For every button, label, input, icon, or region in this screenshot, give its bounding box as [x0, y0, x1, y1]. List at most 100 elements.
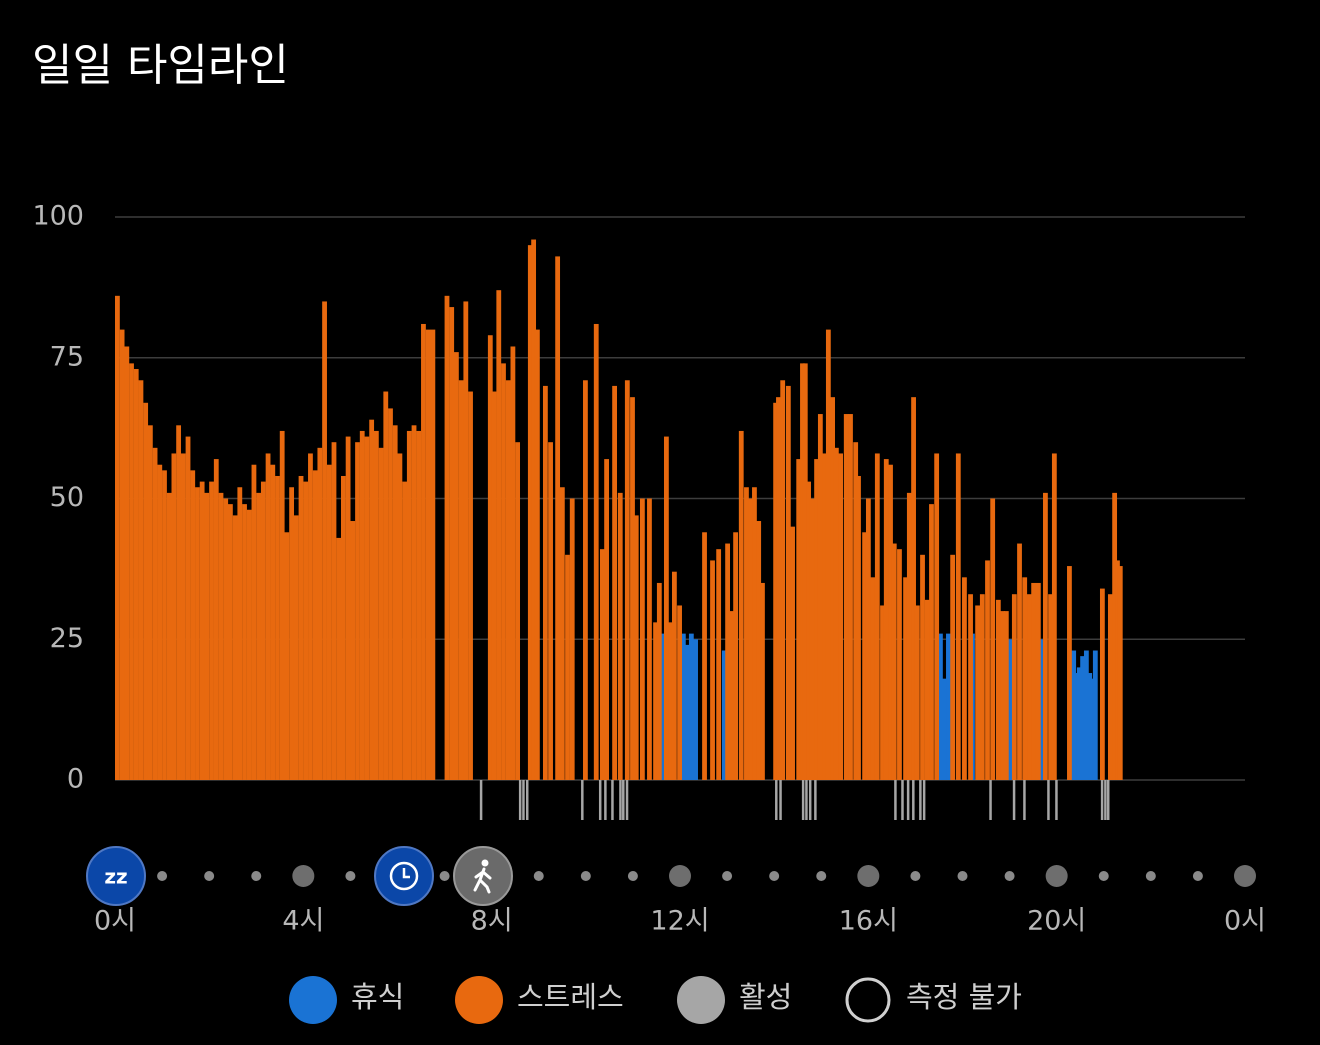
- activity-mark: [779, 780, 782, 820]
- bar: [162, 470, 167, 780]
- bar: [790, 526, 795, 780]
- activity-mark: [912, 780, 915, 820]
- bar: [838, 453, 843, 780]
- activity-mark: [525, 780, 529, 820]
- bar: [1011, 594, 1017, 780]
- activity-mark: [919, 780, 922, 820]
- bar: [190, 470, 196, 780]
- bar: [199, 481, 205, 780]
- bar: [688, 633, 694, 780]
- bar: [1017, 543, 1022, 780]
- bar: [716, 549, 722, 780]
- bar: [317, 447, 323, 780]
- activity-mark: [814, 780, 817, 820]
- activity-mark: [1106, 780, 1110, 820]
- activity-mark: [1023, 780, 1026, 820]
- bar: [862, 532, 868, 780]
- bar: [897, 549, 902, 780]
- x-tick-label: 20시: [1027, 906, 1086, 937]
- legend-label: 측정 불가: [906, 980, 1022, 1014]
- bar: [995, 599, 1001, 780]
- bar: [350, 521, 356, 780]
- bar: [647, 498, 652, 780]
- timeline-dot: [580, 871, 591, 881]
- timeline-dot: [722, 871, 733, 881]
- bar: [515, 442, 521, 780]
- activity-mark: [808, 780, 812, 820]
- bar: [1000, 611, 1005, 780]
- activity-mark: [805, 780, 808, 820]
- bar: [1087, 673, 1093, 780]
- bar: [825, 329, 831, 780]
- legend-swatch: [845, 977, 891, 1023]
- bar: [888, 464, 893, 780]
- bar: [1008, 639, 1013, 780]
- bar: [934, 453, 940, 780]
- timeline-dot: [769, 871, 780, 881]
- bar: [119, 329, 125, 780]
- bar: [874, 453, 880, 780]
- bar: [1092, 650, 1098, 780]
- bar: [880, 605, 885, 780]
- bar: [891, 543, 897, 780]
- bar: [914, 605, 920, 780]
- bar: [865, 498, 871, 780]
- bar: [728, 611, 734, 780]
- bar: [147, 425, 153, 780]
- bar: [979, 594, 985, 780]
- bar: [548, 442, 553, 780]
- bar: [152, 447, 158, 780]
- bar: [491, 391, 497, 780]
- timeline-icons: zz: [86, 846, 513, 906]
- bar: [1031, 582, 1037, 780]
- bar: [555, 256, 561, 780]
- bar: [677, 605, 682, 780]
- bar: [680, 633, 686, 780]
- bar: [830, 397, 835, 780]
- bar: [785, 385, 791, 780]
- bar: [1048, 594, 1053, 780]
- bar: [242, 504, 247, 780]
- bar: [355, 442, 360, 780]
- timeline-dot: [157, 871, 168, 881]
- bar: [246, 509, 252, 780]
- y-tick-label: 100: [32, 201, 84, 232]
- activity-mark: [901, 780, 904, 820]
- activity-mark: [775, 780, 778, 820]
- bar: [133, 369, 139, 780]
- bar: [942, 678, 948, 780]
- bar: [1071, 650, 1077, 780]
- activity-mark: [894, 780, 897, 820]
- bar: [744, 487, 749, 780]
- y-tick-label: 50: [50, 482, 84, 513]
- bar: [1107, 594, 1113, 780]
- x-tick-label: 0시: [94, 906, 136, 937]
- bar: [237, 487, 243, 780]
- timeline-dot: [669, 865, 691, 887]
- bar: [950, 554, 956, 780]
- timeline-dot: [957, 871, 968, 881]
- activity-mark: [1012, 780, 1016, 820]
- activity-mark: [598, 780, 602, 820]
- bar: [298, 475, 304, 780]
- timeline-dot: [910, 871, 921, 881]
- activity-mark: [1047, 780, 1050, 820]
- bar: [1090, 678, 1095, 780]
- bar: [322, 301, 327, 780]
- bar: [388, 408, 393, 780]
- activity-mark: [518, 780, 522, 820]
- bar: [402, 481, 408, 780]
- bar: [232, 515, 238, 780]
- bar: [1003, 611, 1009, 780]
- bar: [773, 402, 779, 780]
- x-tick-label: 16시: [839, 906, 898, 937]
- bar: [710, 560, 715, 780]
- bar: [822, 453, 827, 780]
- bar: [416, 430, 422, 780]
- bar: [848, 414, 853, 780]
- bar: [331, 442, 337, 780]
- bar: [392, 425, 398, 780]
- bar: [565, 554, 570, 780]
- activity-mark: [619, 780, 622, 820]
- bar: [505, 380, 511, 780]
